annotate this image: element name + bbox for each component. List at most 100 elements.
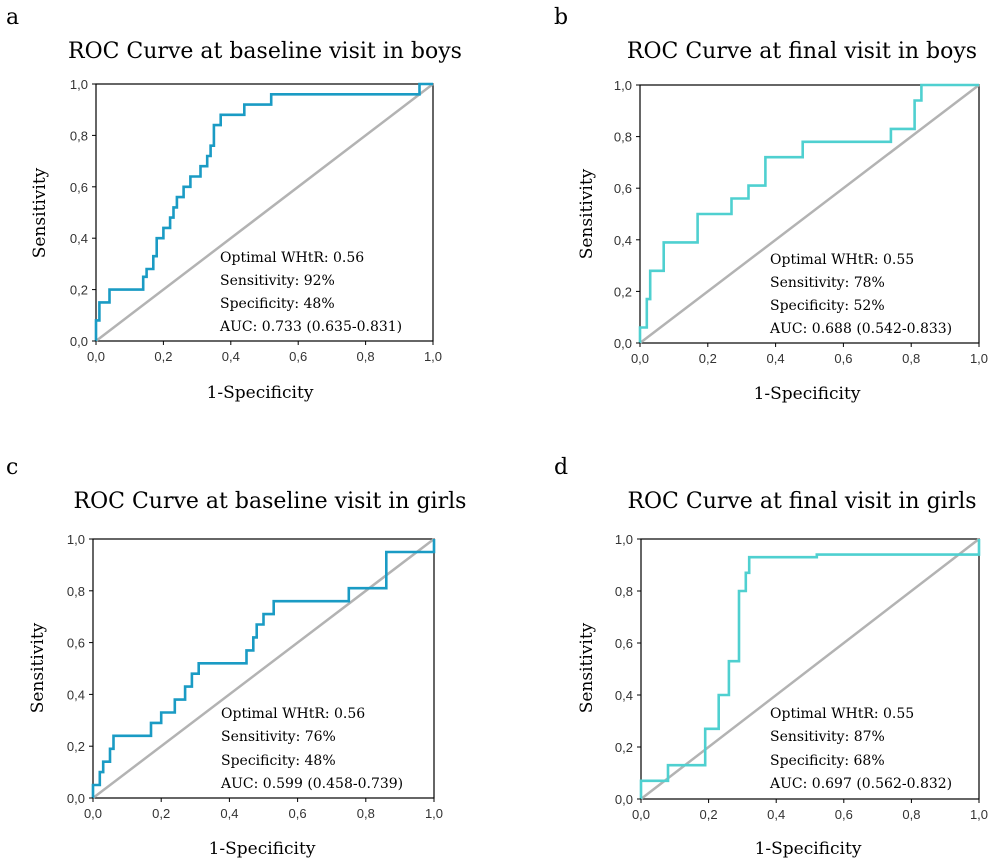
x-ticks-a: 0,0 0,2 0,4 0,6 0,8 1,0 (87, 341, 442, 364)
y-tick-label-b: 0,2 (614, 284, 632, 299)
x-axis-label-d: 1-Specificity (755, 839, 862, 859)
y-tick-label-d: 1,0 (615, 532, 633, 547)
annotation-optimal-a: Optimal WHtR: 0.56 (220, 250, 364, 266)
y-tick-label-b: 0,4 (614, 233, 632, 248)
x-tick-label-d: 0,8 (902, 807, 920, 822)
plot-frame-b (639, 84, 980, 344)
panel-letter-d: d (554, 455, 568, 480)
panel-letter-a: a (6, 5, 19, 30)
roc-curve-line-c (91, 539, 436, 798)
x-tick-label-d: 1,0 (970, 807, 988, 822)
y-tick-label-b: 0,8 (614, 130, 632, 145)
plot-frame-c (92, 538, 435, 799)
annotation-specificity-d: Specificity: 68% (770, 753, 885, 769)
plot-frame-a (95, 83, 434, 342)
annotation-specificity-c: Specificity: 48% (221, 753, 336, 769)
y-tick-label-c: 0,4 (67, 687, 85, 702)
x-tick-label-d: 0,6 (835, 807, 853, 822)
y-tick-label-a: 0,2 (70, 283, 88, 298)
annotation-specificity-a: Specificity: 48% (220, 296, 335, 312)
roc-curve-b (638, 83, 979, 343)
y-ticks-d: 0,0 0,2 0,4 0,6 0,8 1,0 (615, 532, 641, 807)
x-axis-label-b: 1-Specificity (754, 384, 861, 404)
panel-b: b ROC Curve at final visit in boys 0,0 0,… (554, 5, 988, 404)
y-ticks-b: 0,0 0,2 0,4 0,6 0,8 1,0 (614, 78, 640, 351)
y-tick-label-d: 0,6 (615, 636, 633, 651)
x-tick-label-b: 0,0 (631, 351, 649, 366)
x-tick-label-a: 0,6 (289, 349, 307, 364)
y-axis-label-d: Sensitivity (577, 622, 597, 713)
y-tick-label-d: 0,4 (615, 688, 633, 703)
reference-diagonal-c (92, 538, 435, 799)
y-tick-label-a: 0,8 (70, 128, 88, 143)
y-ticks-c: 0,0 0,2 0,4 0,6 0,8 1,0 (67, 532, 93, 806)
annotation-sensitivity-c: Sensitivity: 76% (221, 729, 336, 745)
y-tick-label-b: 0,0 (614, 336, 632, 351)
y-ticks-a: 0,0 0,2 0,4 0,6 0,8 1,0 (70, 77, 96, 349)
x-tick-label-b: 0,8 (902, 351, 920, 366)
x-tick-label-a: 0,2 (154, 349, 172, 364)
x-tick-label-c: 0,6 (289, 806, 307, 821)
annotation-auc-b: AUC: 0.688 (0.542-0.833) (769, 321, 952, 337)
x-tick-label-c: 0,2 (152, 806, 170, 821)
roc-curve-line-a (94, 82, 433, 341)
x-tick-label-b: 0,4 (767, 351, 785, 366)
annotation-sensitivity-b: Sensitivity: 78% (770, 275, 885, 291)
annotation-auc-d: AUC: 0.697 (0.562-0.832) (769, 776, 952, 792)
y-axis-label-b: Sensitivity (577, 168, 597, 259)
annotation-sensitivity-d: Sensitivity: 87% (770, 729, 885, 745)
x-tick-label-a: 0,8 (357, 349, 375, 364)
y-tick-label-c: 0,6 (67, 636, 85, 651)
roc-curve-d (639, 539, 981, 799)
panel-a: a ROC Curve at baseline visit in boys 0,… (6, 5, 462, 403)
x-tick-label-c: 0,0 (84, 806, 102, 821)
y-tick-label-c: 0,2 (67, 739, 85, 754)
y-tick-label-a: 0,0 (70, 334, 88, 349)
roc-curve-c (91, 539, 436, 798)
y-tick-label-d: 0,0 (615, 792, 633, 807)
annotation-optimal-d: Optimal WHtR: 0.55 (770, 706, 914, 722)
y-tick-label-d: 0,2 (615, 740, 633, 755)
x-tick-label-b: 0,2 (699, 351, 717, 366)
x-tick-label-b: 0,6 (834, 351, 852, 366)
panel-title-a: ROC Curve at baseline visit in boys (68, 39, 462, 64)
roc-curve-line-b (638, 83, 979, 343)
annotation-sensitivity-a: Sensitivity: 92% (220, 273, 335, 289)
y-tick-label-a: 1,0 (70, 77, 88, 92)
annotation-specificity-b: Specificity: 52% (770, 298, 885, 314)
annotation-auc-c: AUC: 0.599 (0.458-0.739) (220, 776, 403, 792)
y-tick-label-a: 0,6 (70, 180, 88, 195)
panel-d: d ROC Curve at final visit in girls 0,0 0… (554, 455, 988, 859)
reference-diagonal-d (640, 538, 980, 800)
roc-curve-line-d (639, 539, 981, 799)
panel-title-c: ROC Curve at baseline visit in girls (74, 489, 467, 514)
x-ticks-b: 0,0 0,2 0,4 0,6 0,8 1,0 (631, 343, 988, 366)
y-tick-label-b: 0,6 (614, 181, 632, 196)
x-tick-label-c: 0,4 (220, 806, 238, 821)
x-tick-label-c: 0,8 (357, 806, 375, 821)
y-tick-label-a: 0,4 (70, 231, 88, 246)
y-tick-label-c: 1,0 (67, 532, 85, 547)
x-tick-label-d: 0,0 (632, 807, 650, 822)
reference-diagonal-b (639, 84, 980, 344)
reference-diagonal-a (95, 83, 434, 342)
y-tick-label-b: 1,0 (614, 78, 632, 93)
x-axis-label-c: 1-Specificity (209, 839, 316, 859)
y-tick-label-c: 0,8 (67, 584, 85, 599)
x-axis-label-a: 1-Specificity (207, 383, 314, 403)
panel-letter-b: b (554, 5, 568, 30)
plot-frame-d (640, 538, 980, 800)
panel-title-b: ROC Curve at final visit in boys (627, 39, 977, 64)
x-tick-label-d: 0,2 (700, 807, 718, 822)
x-tick-label-a: 0,0 (87, 349, 105, 364)
x-ticks-d: 0,0 0,2 0,4 0,6 0,8 1,0 (632, 799, 988, 822)
panel-letter-c: c (6, 455, 18, 480)
x-tick-label-a: 1,0 (424, 349, 442, 364)
y-axis-label-c: Sensitivity (28, 622, 48, 713)
x-ticks-c: 0,0 0,2 0,4 0,6 0,8 1,0 (84, 798, 443, 821)
annotation-auc-a: AUC: 0.733 (0.635-0.831) (219, 319, 402, 335)
y-tick-label-c: 0,0 (67, 791, 85, 806)
x-tick-label-b: 1,0 (970, 351, 988, 366)
x-tick-label-a: 0,4 (222, 349, 240, 364)
